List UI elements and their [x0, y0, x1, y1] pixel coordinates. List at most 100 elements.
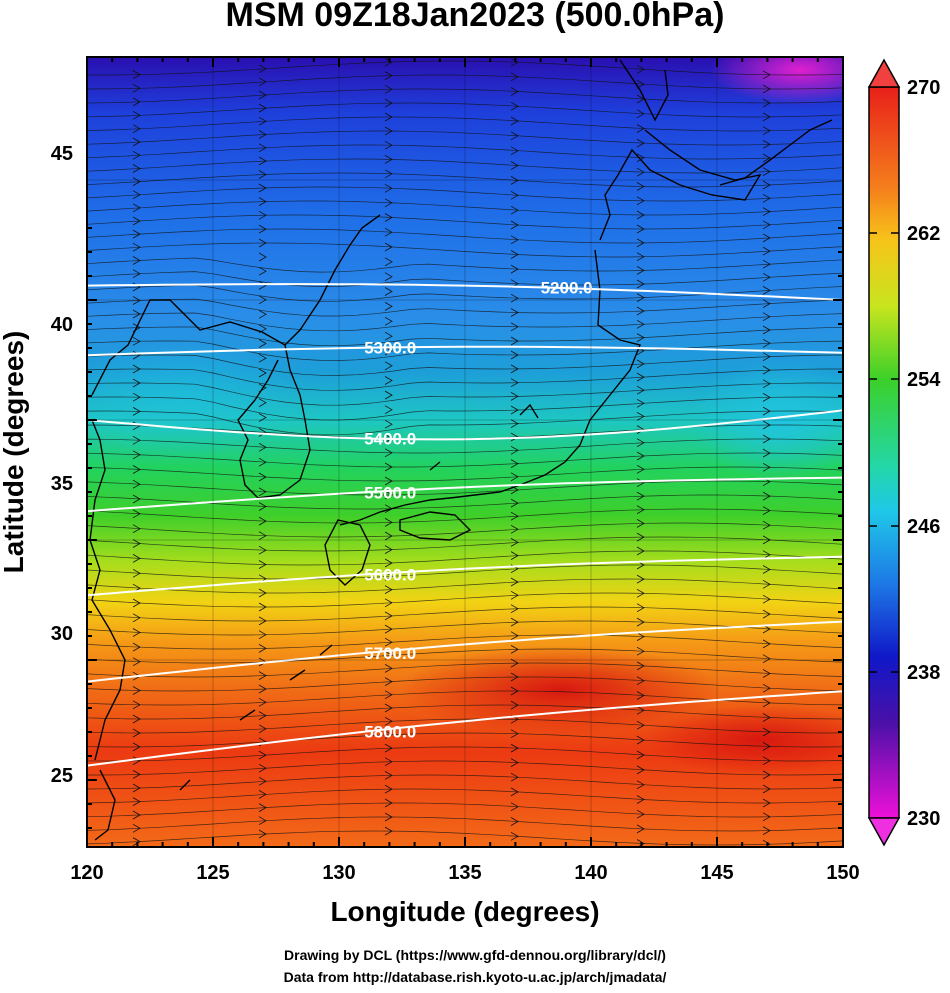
wind-arrowhead	[132, 613, 141, 623]
wind-arrowhead	[636, 64, 645, 74]
wind-arrowhead	[384, 169, 393, 179]
wind-arrowhead	[258, 413, 267, 422]
wind-arrowhead	[258, 790, 267, 799]
wind-streamline	[87, 774, 843, 790]
wind-arrowhead	[762, 233, 771, 243]
wind-streamline	[87, 74, 843, 90]
wind-arrowhead	[258, 644, 267, 653]
wind-arrowhead	[762, 434, 771, 444]
wind-arrowhead	[384, 611, 393, 621]
wind-streamline	[87, 676, 843, 692]
wind-streamline	[87, 228, 843, 244]
wind-arrowhead	[132, 83, 141, 93]
wind-arrowhead	[510, 700, 519, 710]
wind-arrowhead	[384, 71, 393, 80]
wind-arrowhead	[258, 616, 267, 626]
wind-arrowhead	[132, 509, 141, 519]
wind-arrowhead	[636, 720, 645, 730]
wind-arrowhead	[762, 742, 771, 751]
wind-arrowhead	[762, 299, 771, 308]
wind-arrowhead	[636, 676, 645, 686]
wind-streamline	[87, 382, 843, 406]
colorbar-max-triangle	[867, 58, 901, 88]
temperature-field	[87, 57, 843, 847]
contour-label: 5700.0	[364, 644, 416, 663]
wind-arrowhead	[762, 826, 771, 835]
wind-arrowhead	[762, 406, 771, 416]
x-axis-label: Longitude (degrees)	[330, 896, 600, 927]
contour-label: 5600.0	[364, 566, 416, 585]
wind-arrowhead	[384, 771, 393, 780]
wind-arrowhead	[258, 309, 267, 319]
wind-arrowhead	[384, 183, 393, 193]
wind-arrowhead	[636, 385, 645, 395]
wind-streamline	[87, 550, 843, 566]
wind-arrowhead	[132, 97, 141, 107]
wind-arrowhead	[636, 661, 645, 671]
wind-arrowhead	[510, 57, 519, 67]
wind-streamline	[87, 312, 843, 332]
wind-arrowhead	[762, 84, 771, 94]
coastline-taiwan-ryukyu	[94, 644, 333, 841]
wind-arrowhead	[510, 511, 519, 521]
wind-arrowhead	[384, 448, 393, 458]
wind-arrowhead	[132, 465, 141, 474]
wind-arrowhead	[132, 479, 141, 489]
wind-arrowhead	[258, 281, 267, 290]
wind-streamline	[87, 802, 843, 818]
wind-arrowhead	[384, 812, 393, 822]
wind-arrowhead	[384, 558, 393, 568]
wind-arrowhead	[762, 420, 771, 430]
wind-arrowhead	[762, 579, 771, 589]
wind-arrowhead	[384, 545, 393, 554]
wind-arrowhead	[384, 84, 393, 94]
wind-arrowhead	[762, 259, 771, 269]
wind-arrowhead	[636, 196, 645, 206]
wind-arrowhead	[636, 735, 645, 745]
wind-arrowhead	[384, 462, 393, 472]
wind-arrowhead	[510, 787, 519, 797]
wind-arrowhead	[258, 170, 267, 179]
wind-arrowhead	[258, 224, 267, 234]
wind-arrowhead	[762, 220, 771, 230]
wind-arrowhead	[258, 602, 267, 612]
wind-streamline	[87, 816, 843, 832]
wind-arrowhead	[510, 817, 519, 826]
credit-drawing: Drawing by DCL (https://www.gfd-dennou.o…	[284, 947, 666, 963]
wind-arrowhead	[762, 565, 771, 574]
wind-arrowhead	[762, 246, 771, 256]
x-tick-label: 150	[826, 862, 859, 884]
wind-arrowhead	[258, 252, 267, 262]
wind-arrowhead	[384, 518, 393, 527]
wind-arrowhead	[510, 802, 519, 812]
contour-label: 5200.0	[541, 278, 593, 297]
coastline-china-east	[89, 419, 126, 761]
wind-arrowhead	[636, 279, 645, 289]
wind-arrowhead	[510, 577, 519, 587]
wind-arrowhead	[132, 568, 141, 578]
wind-arrowhead	[636, 412, 645, 421]
wind-arrowhead	[636, 574, 645, 584]
wind-streamline	[87, 592, 843, 608]
wind-arrowhead	[636, 603, 645, 613]
y-tick-labels: 25 30 35 40 45	[51, 143, 73, 787]
wind-arrowhead	[132, 714, 141, 724]
wind-arrowhead	[384, 585, 393, 594]
wind-arrowhead	[384, 112, 393, 122]
wind-arrowhead	[762, 594, 771, 604]
wind-arrowhead	[258, 116, 267, 126]
wind-streamline	[87, 130, 843, 146]
wind-arrowhead	[132, 137, 141, 147]
wind-arrowhead	[384, 242, 393, 252]
wind-arrowhead	[132, 742, 141, 752]
wind-arrowhead	[384, 126, 393, 136]
wind-arrowhead	[258, 353, 267, 363]
wind-arrowhead	[132, 628, 141, 637]
wind-arrowhead	[132, 435, 141, 445]
wind-arrowhead	[762, 393, 771, 402]
wind-arrowhead	[132, 190, 141, 200]
wind-arrowhead	[762, 609, 771, 619]
wind-arrowhead	[258, 295, 267, 305]
wind-arrowhead	[762, 126, 771, 136]
